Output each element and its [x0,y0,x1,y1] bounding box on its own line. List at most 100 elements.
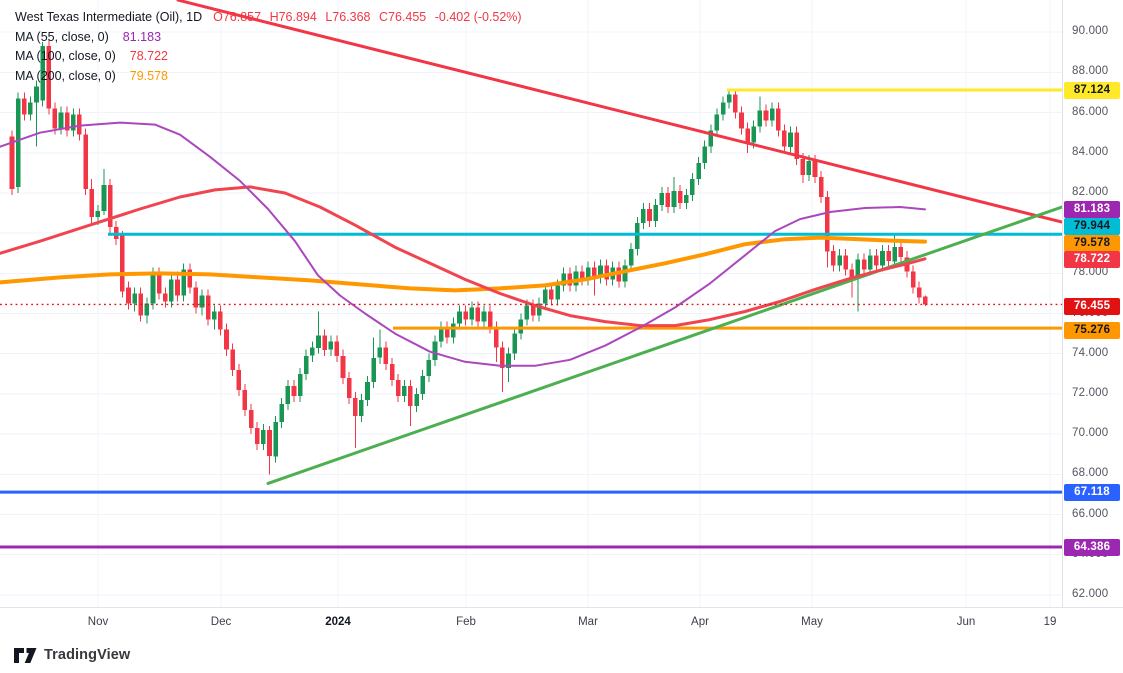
candle-body[interactable] [690,178,695,195]
candle-body[interactable] [205,295,211,320]
candle-body[interactable] [175,279,180,296]
candle-body[interactable] [806,160,812,175]
candle-body[interactable] [475,307,481,322]
candle-body[interactable] [549,289,554,300]
ma-200-line[interactable] [0,235,927,293]
descending-trendline[interactable] [176,0,1062,224]
candle-body[interactable] [156,273,162,294]
candle-body[interactable] [843,255,848,270]
candle-body[interactable] [573,271,579,286]
candle-body[interactable] [334,341,340,356]
candle-body[interactable] [837,255,842,266]
candle-body[interactable] [788,132,793,147]
candle-body[interactable] [346,377,352,398]
candle-body[interactable] [261,430,266,445]
ascending-trendline[interactable] [266,205,1062,485]
candle-body[interactable] [536,303,542,316]
candle-body[interactable] [120,235,125,292]
candle-body[interactable] [757,110,763,127]
candle-body[interactable] [543,289,548,304]
candle-body[interactable] [389,363,395,380]
candle-body[interactable] [15,98,21,187]
candle-body[interactable] [242,389,248,410]
candle-body[interactable] [316,335,321,348]
candle-body[interactable] [763,110,769,121]
candle-body[interactable] [150,273,156,304]
candle-body[interactable] [867,255,873,270]
candle-body[interactable] [193,287,199,308]
candle-body[interactable] [9,136,15,189]
candle-body[interactable] [64,112,70,131]
candle-body[interactable] [95,211,101,217]
candle-body[interactable] [101,184,107,211]
candle-body[interactable] [567,273,573,286]
candle-body[interactable] [77,114,82,135]
candle-body[interactable] [800,158,806,175]
candle-body[interactable] [561,273,566,286]
ma-55-line[interactable] [0,121,926,367]
candle-body[interactable] [622,265,628,282]
candle-body[interactable] [494,327,499,348]
candle-body[interactable] [359,400,364,417]
candle-body[interactable] [89,188,94,217]
candle-body[interactable] [224,329,229,350]
candle-body[interactable] [402,385,407,396]
candle-body[interactable] [555,285,560,300]
candle-body[interactable] [395,379,401,396]
symbol-row[interactable]: West Texas Intermediate (Oil), 1D O76.85… [15,8,522,28]
candle-body[interactable] [745,128,750,143]
price-chart-canvas[interactable] [0,0,1062,607]
candle-body[interactable] [144,303,150,316]
indicator-row-ma200[interactable]: MA (200, close, 0) 79.578 [15,67,522,87]
candle-body[interactable] [714,114,720,131]
candle-body[interactable] [898,247,904,258]
candle-body[interactable] [500,347,505,368]
candle-body[interactable] [769,108,775,121]
candle-body[interactable] [371,357,376,382]
candle-body[interactable] [365,381,370,400]
tradingview-logo[interactable]: TradingView [14,647,130,663]
candle-body[interactable] [71,114,76,131]
candle-body[interactable] [923,296,928,305]
candle-body[interactable] [414,393,419,406]
candle-body[interactable] [218,311,223,330]
candle-body[interactable] [592,267,597,278]
candle-body[interactable] [340,355,346,378]
chart-area[interactable]: West Texas Intermediate (Oil), 1D O76.85… [0,0,1062,607]
candle-body[interactable] [512,333,517,354]
candle-body[interactable] [46,46,52,109]
candle-body[interactable] [886,251,891,262]
candle-body[interactable] [892,247,897,262]
candle-body[interactable] [524,305,530,320]
candle-body[interactable] [199,295,205,308]
candle-body[interactable] [322,335,327,350]
candle-body[interactable] [254,428,260,445]
candle-body[interactable] [733,94,738,113]
candle-body[interactable] [432,341,438,360]
candle-body[interactable] [107,184,113,228]
candle-body[interactable] [751,126,756,143]
candle-body[interactable] [297,373,303,396]
candle-body[interactable] [212,311,217,320]
candle-body[interactable] [291,385,297,396]
candle-body[interactable] [782,130,787,147]
candle-body[interactable] [22,98,27,115]
candle-body[interactable] [825,197,830,252]
candle-body[interactable] [52,108,58,129]
candle-body[interactable] [469,307,474,320]
candle-body[interactable] [855,259,861,278]
candle-body[interactable] [328,341,334,350]
candle-body[interactable] [726,94,732,103]
candle-body[interactable] [641,209,646,224]
candle-body[interactable] [181,269,186,296]
candle-body[interactable] [696,162,701,179]
candle-body[interactable] [377,347,383,358]
ma-100-line[interactable] [0,185,927,328]
candle-body[interactable] [659,193,665,206]
candle-body[interactable] [279,404,284,423]
candle-body[interactable] [647,209,652,222]
candle-body[interactable] [812,160,818,177]
candle-body[interactable] [530,305,536,316]
candle-body[interactable] [910,271,916,288]
candle-body[interactable] [162,293,168,302]
